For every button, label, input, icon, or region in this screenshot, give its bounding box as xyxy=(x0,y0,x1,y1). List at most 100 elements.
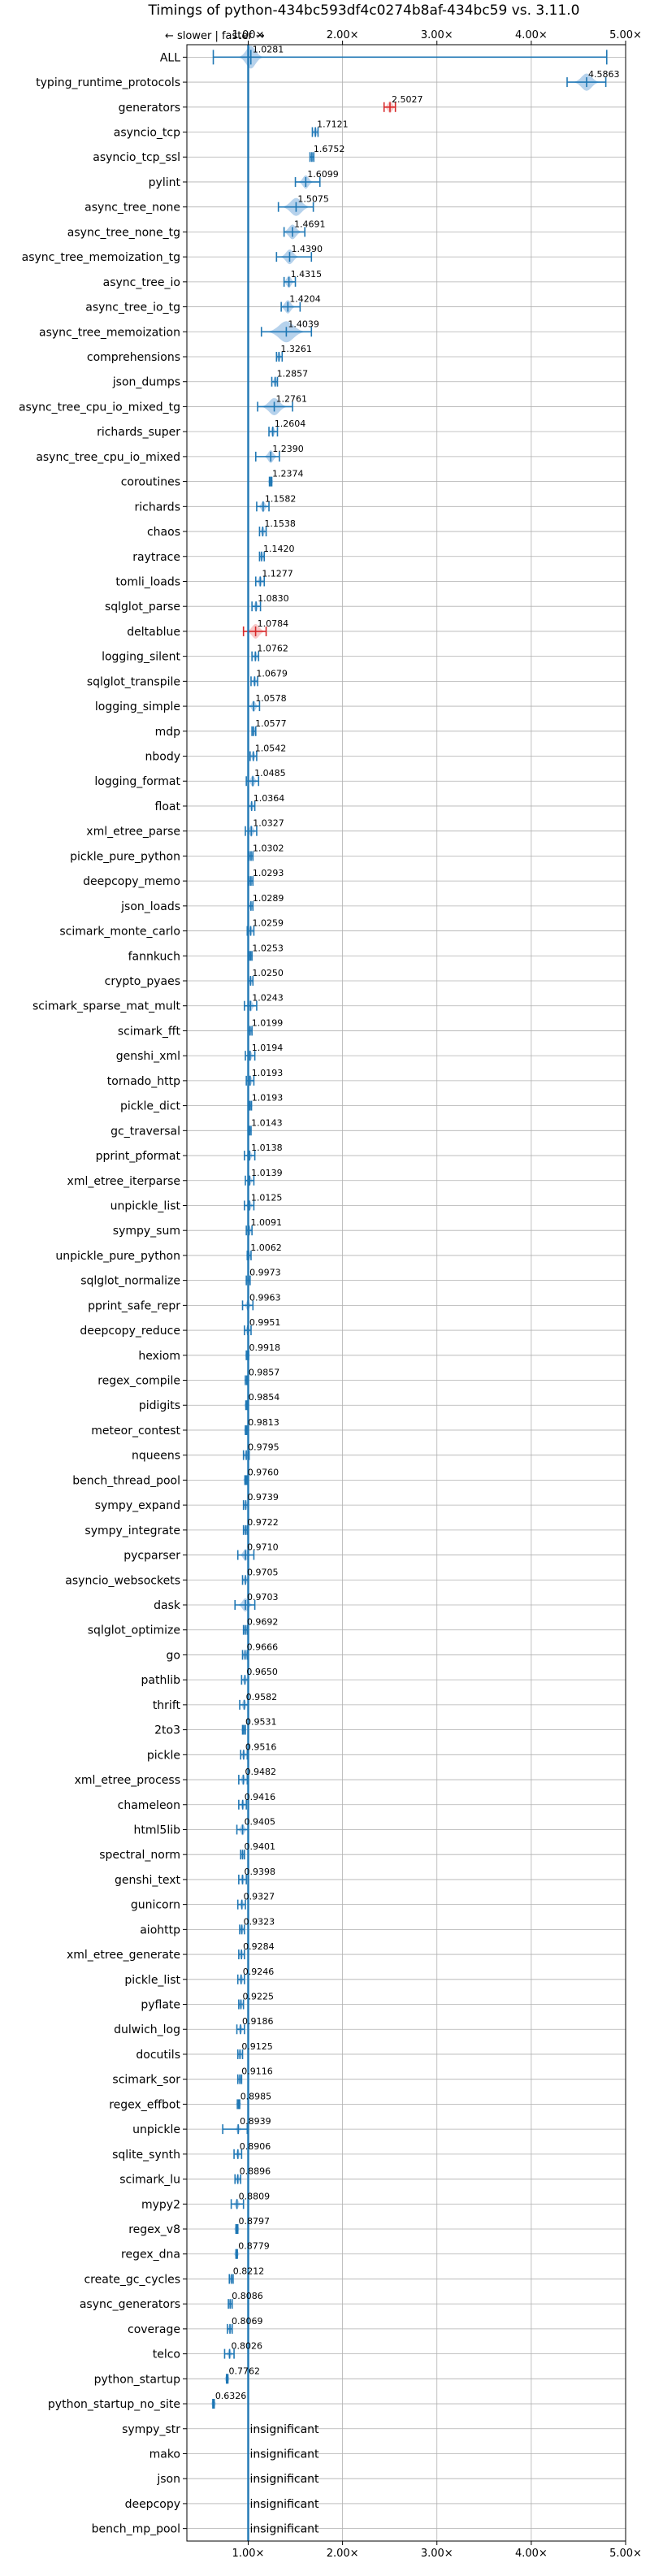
value-label: 1.0485 xyxy=(254,768,286,778)
value-label: 1.0289 xyxy=(253,893,284,904)
category-label: genshi_text xyxy=(115,1874,181,1887)
axis-layer: 1.00× 1.00× 2.00× 2.00× 3.00× 3.00× 4.00× 4.00×… xyxy=(19,29,642,2560)
category-label: pycparser xyxy=(124,1550,180,1563)
category-label: async_tree_none xyxy=(84,202,180,215)
value-label: 0.9327 xyxy=(244,1892,275,1902)
category-label: 2to3 xyxy=(154,1724,180,1737)
value-label: 1.0199 xyxy=(252,1017,284,1028)
category-label: python_startup xyxy=(94,2373,180,2386)
value-label: 1.0259 xyxy=(252,918,284,929)
value-label: 1.0243 xyxy=(252,993,284,1004)
value-label: 0.9705 xyxy=(247,1567,279,1577)
value-label: 1.0577 xyxy=(255,718,287,729)
category-label: pickle_list xyxy=(124,1974,180,1987)
value-label: 1.0193 xyxy=(252,1068,284,1078)
value-label: 1.2857 xyxy=(277,369,309,379)
category-label: aiohttp xyxy=(140,1923,180,1936)
value-label: 0.9739 xyxy=(247,1492,279,1503)
category-label: pickle xyxy=(147,1749,180,1762)
category-label: gunicorn xyxy=(131,1899,180,1912)
category-label: bench_mp_pool xyxy=(92,2523,180,2536)
category-label: xml_etree_parse xyxy=(86,826,180,839)
category-label: async_tree_cpu_io_mixed_tg xyxy=(19,401,180,414)
value-label: 1.0250 xyxy=(252,968,284,978)
value-label: 0.8985 xyxy=(240,2091,272,2101)
value-label: 1.1538 xyxy=(264,518,296,529)
category-label: coverage xyxy=(128,2323,180,2336)
value-label: 0.9722 xyxy=(247,1517,279,1528)
category-label: logging_format xyxy=(94,775,180,788)
value-label: 0.9795 xyxy=(248,1442,280,1453)
category-label: pprint_safe_repr xyxy=(88,1299,180,1312)
value-label: 1.0830 xyxy=(258,593,289,604)
category-label: async_tree_io_tg xyxy=(85,301,180,314)
value-label: 0.9186 xyxy=(242,2016,274,2027)
category-label: nbody xyxy=(145,751,181,764)
value-label: 0.8797 xyxy=(239,2216,271,2227)
category-label: sqlglot_optimize xyxy=(88,1624,180,1637)
tick-label-top: 5.00× xyxy=(609,29,642,41)
category-label: json xyxy=(156,2473,180,2486)
category-label: deepcopy xyxy=(125,2498,180,2511)
category-label: raytrace xyxy=(132,551,180,564)
value-label: 1.0762 xyxy=(257,644,288,654)
value-label: 1.4204 xyxy=(289,294,321,305)
value-label: 1.4390 xyxy=(291,244,323,254)
category-label: regex_v8 xyxy=(128,2223,180,2236)
category-label: async_tree_none_tg xyxy=(67,226,180,239)
insignificant-label: insignificant xyxy=(249,2473,319,2486)
value-label: 1.0193 xyxy=(252,1093,284,1104)
category-label: ALL xyxy=(160,51,180,64)
category-label: dask xyxy=(154,1599,181,1612)
category-label: create_gc_cycles xyxy=(84,2273,180,2286)
tick-label-bottom: 5.00× xyxy=(609,2548,642,2560)
value-label: 1.0139 xyxy=(251,1168,283,1178)
value-label: 1.0578 xyxy=(255,693,287,704)
category-label: chaos xyxy=(147,526,180,539)
category-label: json_loads xyxy=(120,900,180,913)
category-label: richards_super xyxy=(97,426,180,439)
category-label: comprehensions xyxy=(87,351,180,364)
insignificant-label: insignificant xyxy=(249,2423,319,2436)
category-label: regex_compile xyxy=(98,1375,180,1388)
value-label: 0.8069 xyxy=(232,2316,263,2327)
category-label: deepcopy_memo xyxy=(83,875,180,888)
plot-frame xyxy=(186,44,626,2542)
category-label: asyncio_tcp_ssl xyxy=(93,151,180,164)
category-label: thrift xyxy=(153,1699,181,1712)
category-label: sqlglot_normalize xyxy=(80,1275,180,1288)
value-label: 0.7762 xyxy=(228,2366,260,2376)
value-label: 0.9125 xyxy=(241,2041,273,2052)
tick-label-bottom: 2.00× xyxy=(327,2548,359,2560)
value-label: 0.9582 xyxy=(246,1692,278,1702)
category-label: python_startup_no_site xyxy=(48,2398,180,2411)
value-label: 0.9710 xyxy=(247,1542,279,1553)
tick-label-top: 2.00× xyxy=(327,29,359,41)
category-label: sympy_expand xyxy=(95,1499,180,1512)
value-label: 1.0327 xyxy=(253,818,284,829)
insignificant-label: insignificant xyxy=(249,2498,319,2511)
direction-legend: ← slower | faster → xyxy=(165,30,265,42)
category-label: async_generators xyxy=(80,2298,180,2311)
category-label: pyflate xyxy=(141,1999,180,2012)
category-label: pickle_pure_python xyxy=(70,850,180,863)
category-label: meteor_contest xyxy=(91,1425,180,1438)
category-label: tomli_loads xyxy=(115,575,180,588)
value-label: 1.2390 xyxy=(272,444,304,454)
category-label: pylint xyxy=(149,176,181,189)
value-label: 1.2374 xyxy=(272,469,304,479)
value-label: 0.9650 xyxy=(246,1667,278,1677)
category-label: tornado_http xyxy=(107,1075,180,1088)
category-label: docutils xyxy=(136,2049,180,2062)
value-label: 0.8896 xyxy=(240,2166,271,2177)
category-label: coroutines xyxy=(121,476,180,489)
value-label: 1.1277 xyxy=(262,568,293,579)
value-label: 0.6326 xyxy=(215,2391,247,2401)
value-label: 4.5863 xyxy=(588,69,620,80)
value-label: 0.9857 xyxy=(249,1368,280,1378)
category-label: dulwich_log xyxy=(114,2023,180,2036)
value-label: 2.5027 xyxy=(392,94,423,105)
tick-label-top: 4.00× xyxy=(515,29,548,41)
value-label: 0.8212 xyxy=(233,2266,265,2276)
